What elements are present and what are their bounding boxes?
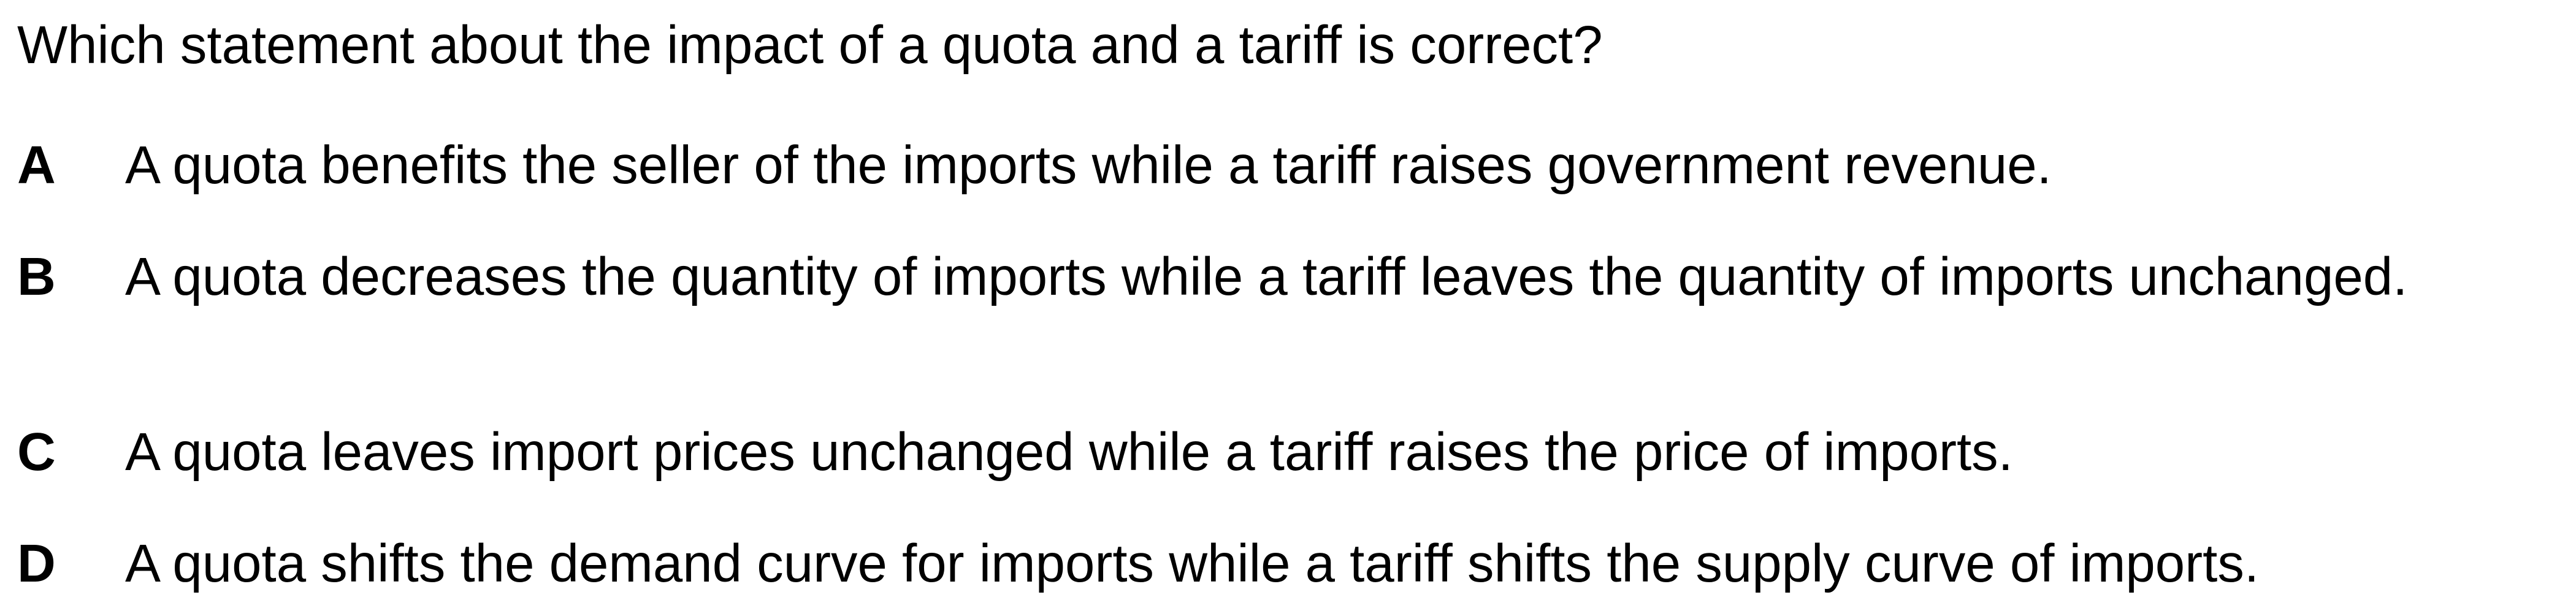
option-a-text: A quota benefits the seller of the impor… bbox=[125, 135, 2052, 195]
option-c: C A quota leaves import prices unchanged… bbox=[17, 420, 2482, 488]
option-a-letter: A bbox=[17, 135, 56, 195]
option-c-text: A quota leaves import prices unchanged w… bbox=[125, 422, 2013, 482]
option-b-letter: B bbox=[17, 247, 56, 306]
option-b-text: A quota decreases the quantity of import… bbox=[125, 247, 2408, 306]
option-a: A A quota benefits the seller of the imp… bbox=[17, 134, 2482, 201]
option-d: D A quota shifts the demand curve for im… bbox=[17, 532, 2482, 599]
option-d-text: A quota shifts the demand curve for impo… bbox=[125, 534, 2259, 593]
option-c-letter: C bbox=[17, 422, 56, 482]
option-d-letter: D bbox=[17, 534, 56, 593]
question-stem: Which statement about the impact of a qu… bbox=[17, 15, 1603, 75]
option-b: B A quota decreases the quantity of impo… bbox=[17, 245, 2482, 374]
